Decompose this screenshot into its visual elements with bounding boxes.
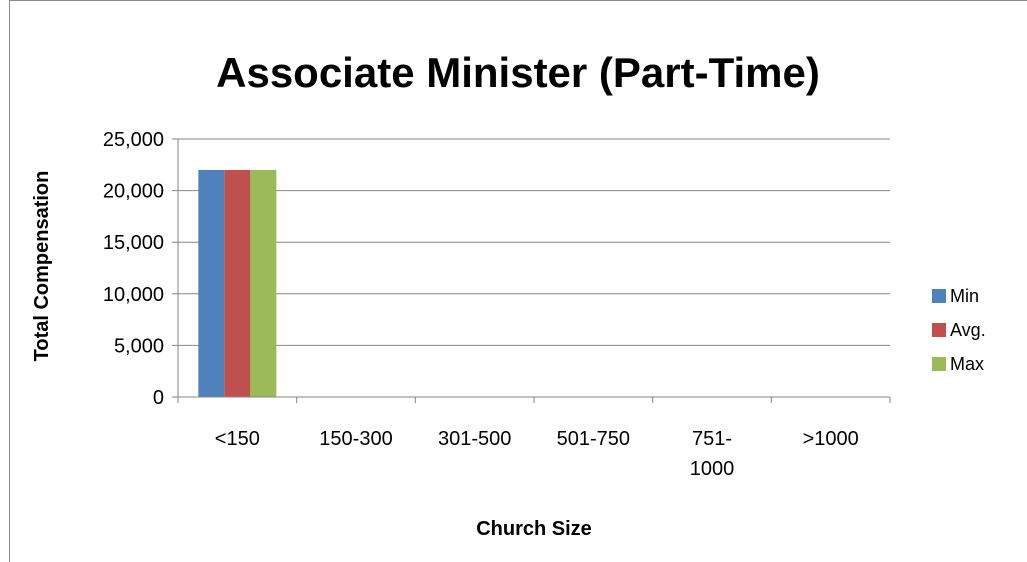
y-tick-label: 15,000 <box>103 232 164 254</box>
y-tick-label: 0 <box>153 387 164 409</box>
chart-title: Associate Minister (Part-Time) <box>216 49 820 96</box>
x-tick-label: >1000 <box>803 428 859 450</box>
x-axis-ticks: <150 150-300 301-500 501-750 751- 1000 >1000 <box>177 397 891 480</box>
bars <box>198 169 277 397</box>
y-tick-label: 10,000 <box>103 284 164 306</box>
gridlines <box>178 138 890 346</box>
y-tick-label: 5,000 <box>114 335 164 357</box>
x-tick-label: 751- <box>692 428 732 450</box>
bar-max <box>250 169 277 397</box>
y-tick-label: 20,000 <box>103 181 164 203</box>
x-tick-label: <150 <box>215 428 260 450</box>
chart-frame <box>9 0 1027 562</box>
y-tick-label: 25,000 <box>103 129 164 151</box>
x-axis-title: Church Size <box>476 518 592 540</box>
bar-min <box>198 169 225 397</box>
legend-label: Min <box>950 286 979 306</box>
x-tick-label: 501-750 <box>557 428 630 450</box>
legend-swatch <box>932 357 946 371</box>
legend-label: Avg. <box>950 320 986 340</box>
bar-avg <box>224 169 251 397</box>
legend: Min Avg. Max <box>932 286 986 374</box>
x-tick-label: 1000 <box>690 458 735 480</box>
x-tick-label: 301-500 <box>438 428 511 450</box>
x-tick-label: 150-300 <box>319 428 392 450</box>
legend-label: Max <box>950 354 984 374</box>
y-axis-ticks: 0 5,000 10,000 15,000 20,000 25,000 <box>103 129 179 409</box>
y-axis-title: Total Compensation <box>31 171 53 362</box>
legend-swatch <box>932 289 946 303</box>
legend-swatch <box>932 323 946 337</box>
